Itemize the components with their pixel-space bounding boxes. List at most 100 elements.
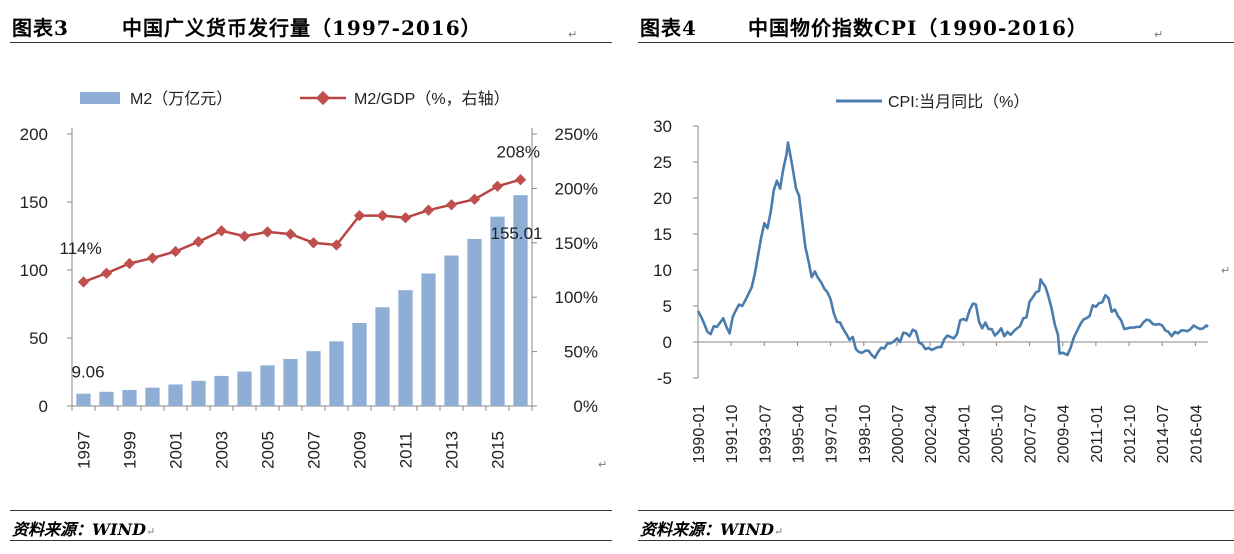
paragraph-mark: ↵ <box>1154 28 1164 41</box>
marker-m2-gdp <box>215 225 228 237</box>
line-cpi <box>696 141 1209 360</box>
marker-m2-gdp <box>192 236 205 248</box>
x-tick-label: 2009 <box>351 431 370 469</box>
x-tick-label: 1999 <box>121 431 140 469</box>
y-left-tick-label: 0 <box>39 397 48 416</box>
x-tick-label: 2011 <box>397 432 416 469</box>
y-tick-label: 5 <box>663 297 672 316</box>
bar-m2 <box>352 323 367 406</box>
bar-m2 <box>191 380 206 406</box>
marker-m2-gdp <box>146 252 159 264</box>
paragraph-mark: ↵ <box>598 458 608 471</box>
marker-m2-gdp <box>123 257 136 270</box>
bar-m2 <box>214 375 229 406</box>
marker-m2-gdp <box>100 267 113 279</box>
y-left-tick-label: 100 <box>20 261 48 280</box>
legend-label-gdp: M2/GDP（%，右轴） <box>354 90 510 108</box>
y-tick-label: 15 <box>653 225 672 244</box>
bar-m2 <box>467 238 482 406</box>
paragraph-mark: ↵ <box>773 525 784 538</box>
bar-m2 <box>260 365 275 406</box>
y-left-tick-label: 50 <box>29 329 48 348</box>
data-label: 208% <box>497 143 540 162</box>
x-tick-label: 2009-04 <box>1056 405 1073 464</box>
bar-m2 <box>237 371 252 406</box>
bar-m2 <box>306 351 321 406</box>
marker-m2-gdp <box>330 239 343 251</box>
marker-m2-gdp <box>491 180 504 192</box>
bar-m2 <box>398 290 413 406</box>
left-source-text: 资料来源：WIND <box>12 520 146 539</box>
y-right-tick-label: 200% <box>555 179 598 198</box>
legend-label-cpi: CPI:当月同比（%） <box>888 93 1029 111</box>
x-tick-label: 2003 <box>213 431 232 469</box>
left-source-note: 资料来源：WIND↵ <box>12 516 155 540</box>
x-tick-label: 1997-01 <box>824 405 841 464</box>
right-source-note: 资料来源：WIND↵ <box>640 516 783 540</box>
bar-m2 <box>490 216 505 406</box>
marker-m2-gdp <box>514 174 527 186</box>
bar-m2 <box>283 358 298 406</box>
m2-chart: M2（万亿元） M2/GDP（%，右轴） 0 50 100 150 200 0% 50% 100%… <box>20 90 598 469</box>
marker-m2-gdp <box>238 230 251 242</box>
bar-m2 <box>99 391 114 406</box>
bar-m2 <box>421 273 436 406</box>
y-tick-label: 30 <box>653 117 672 136</box>
x-tick-label: 1990-01 <box>691 405 708 464</box>
x-tick-label: 2007 <box>305 431 324 469</box>
y-right-tick-label: 250% <box>555 125 598 144</box>
right-panel: 图表4 中国物价指数CPI（1990-2016） ↵ CPI:当月同比（%） -5… <box>628 0 1234 554</box>
left-chart-title: 中国广义货币发行量（1997-2016） <box>122 16 482 40</box>
y-tick-label: 10 <box>653 261 672 280</box>
bar-m2 <box>168 384 183 406</box>
y-tick-label: -5 <box>657 369 672 388</box>
x-tick-label: 1993-07 <box>757 405 774 464</box>
y-left-tick-label: 150 <box>20 193 48 212</box>
x-tick-label: 1995-04 <box>790 405 807 464</box>
y-right-tick-label: 150% <box>555 234 598 253</box>
x-tick-label: 2015 <box>489 431 508 469</box>
left-chart-number: 图表3 <box>12 16 69 40</box>
left-title-row: 图表3 中国广义货币发行量（1997-2016） ↵ <box>0 6 612 41</box>
bar-m2 <box>122 390 137 406</box>
x-tick-label: 2007-07 <box>1023 405 1040 464</box>
legend-label-m2: M2（万亿元） <box>130 90 232 108</box>
data-label: 9.06 <box>72 363 105 382</box>
data-label: 155.01 <box>491 224 543 243</box>
y-tick-label: 25 <box>653 153 672 172</box>
bar-m2 <box>145 387 160 406</box>
x-tick-label: 2002-04 <box>923 405 940 464</box>
right-chart-number: 图表4 <box>640 16 697 40</box>
bar-m2 <box>513 195 528 406</box>
y-right-tick-label: 0% <box>573 397 598 416</box>
legend-swatch-m2 <box>80 92 120 104</box>
paragraph-mark: ↵ <box>1221 264 1231 277</box>
marker-m2-gdp <box>468 193 481 205</box>
right-bottom-rule <box>638 540 1234 541</box>
marker-m2-gdp <box>445 199 458 211</box>
bar-m2 <box>444 255 459 406</box>
marker-m2-gdp <box>399 212 412 224</box>
right-title-row: 图表4 中国物价指数CPI（1990-2016） ↵ <box>628 6 1234 41</box>
marker-m2-gdp <box>284 228 297 240</box>
x-tick-label: 2000-07 <box>890 405 907 464</box>
x-tick-label: 2005 <box>259 431 278 469</box>
left-bottom-rule <box>10 540 612 541</box>
x-tick-label: 1991-10 <box>724 405 741 464</box>
left-title-rule <box>10 42 612 43</box>
bar-m2 <box>76 393 91 406</box>
x-tick-label: 2004-01 <box>956 405 973 464</box>
paragraph-mark: ↵ <box>568 28 578 41</box>
right-title-rule <box>638 42 1234 43</box>
y-tick-label: 0 <box>663 333 672 352</box>
x-tick-label: 2013 <box>443 431 462 469</box>
bar-m2 <box>329 341 344 406</box>
paragraph-mark: ↵ <box>145 525 156 538</box>
marker-m2-gdp <box>307 237 320 249</box>
x-tick-label: 2016-04 <box>1188 405 1205 464</box>
x-tick-label: 2011-01 <box>1089 405 1106 463</box>
x-tick-label: 1997 <box>75 431 94 469</box>
marker-m2-gdp <box>77 276 90 288</box>
right-source-rule <box>638 510 1234 511</box>
x-tick-label: 1998-10 <box>857 405 874 464</box>
